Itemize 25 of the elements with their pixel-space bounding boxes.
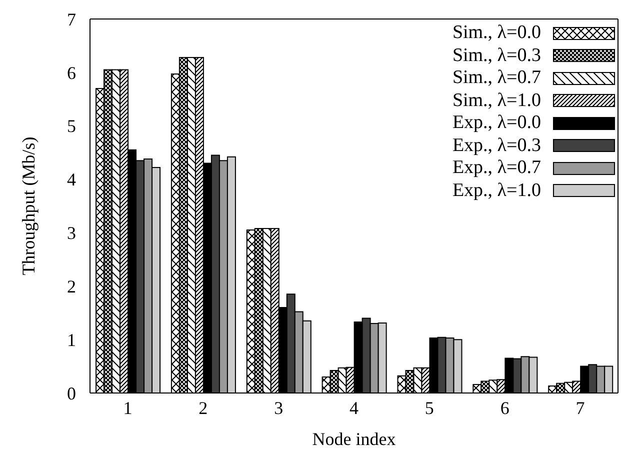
- y-axis-title: Throughput (Mb/s): [18, 136, 38, 276]
- x-tick-label: 1: [123, 398, 132, 418]
- legend-label: Sim., λ=0.0: [452, 22, 541, 44]
- x-tick-label: 3: [274, 398, 284, 418]
- legend-label: Sim., λ=1.0: [452, 90, 541, 112]
- x-tick-label: 5: [424, 398, 434, 418]
- x-tick-label: 7: [576, 398, 585, 418]
- x-tick-label: 2: [198, 398, 208, 418]
- legend-label: Exp., λ=0.3: [452, 134, 541, 157]
- legend-label: Exp., λ=0.7: [452, 157, 541, 180]
- x-tick-label: 4: [350, 398, 358, 418]
- x-tick-label: 6: [500, 398, 510, 418]
- y-tick-label: 1: [67, 330, 76, 350]
- y-tick-label: 6: [67, 62, 76, 83]
- y-tick-label: 7: [67, 9, 76, 30]
- y-tick-label: 0: [67, 383, 76, 404]
- y-tick-label: 5: [67, 116, 76, 136]
- x-axis-title: Node index: [312, 429, 396, 449]
- legend-label: Exp., λ=0.0: [452, 112, 541, 134]
- legend-label: Sim., λ=0.3: [452, 44, 541, 67]
- y-tick-label: 2: [67, 276, 76, 297]
- y-tick-label: 3: [67, 223, 76, 244]
- y-tick-label: 4: [67, 170, 76, 190]
- legend-label: Sim., λ=0.7: [452, 67, 541, 90]
- legend-label: Exp., λ=1.0: [452, 180, 541, 202]
